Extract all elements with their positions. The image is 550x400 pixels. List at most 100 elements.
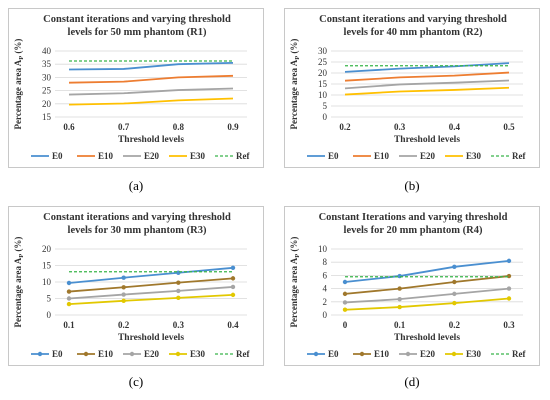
chart-panel-c: Constant iterations and varying threshol…	[8, 206, 264, 366]
data-point-e20	[230, 284, 236, 290]
x-axis-label: Threshold levels	[118, 333, 184, 343]
data-point-e10	[452, 279, 457, 285]
x-tick-label: 0.2	[339, 122, 351, 132]
legend-label-e10: E10	[98, 349, 114, 359]
data-point-e20	[121, 292, 126, 297]
series-line-e10	[68, 74, 234, 84]
data-point-e30	[506, 296, 512, 301]
y-axis-label-subscript: P	[18, 254, 25, 258]
series-line-e0	[68, 61, 234, 71]
y-axis-label: Percentage area AP (%)	[13, 39, 25, 130]
series-line-e10	[68, 277, 234, 293]
legend-marker-e0	[313, 351, 319, 357]
y-axis-label-suffix: (%)	[289, 237, 299, 254]
chart-title-line: Constant iterations and varying threshol…	[43, 212, 231, 223]
series-line-e10	[344, 275, 510, 295]
x-axis-label: Threshold levels	[394, 135, 460, 145]
y-tick-label: 10	[42, 277, 52, 287]
legend-label-e10: E10	[98, 151, 114, 161]
x-tick-label: 0	[343, 320, 348, 330]
y-axis-label-subscript: P	[18, 56, 25, 60]
data-point-e20	[397, 296, 402, 302]
legend-marker-e20	[129, 351, 135, 357]
y-axis-label-main: Percentage area A	[13, 59, 23, 129]
x-tick-label: 0.1	[63, 320, 75, 330]
data-point-e0	[506, 258, 512, 264]
data-point-e30	[342, 307, 348, 312]
series-line-e0	[344, 259, 510, 283]
data-point-e10	[66, 289, 72, 294]
x-tick-label: 0.6	[63, 122, 75, 132]
legend-label-e20: E20	[420, 151, 436, 161]
legend-label-e0: E0	[328, 151, 339, 161]
chart-title-line: Constant iterations and varying threshol…	[43, 14, 231, 25]
series-line-e20	[68, 87, 234, 96]
series-line-e30	[68, 97, 234, 106]
series-line-e20	[344, 79, 510, 90]
legend-label-ref: Ref	[512, 349, 526, 359]
legend-marker-e10	[359, 351, 365, 357]
data-point-e0	[452, 264, 457, 270]
x-tick-label: 0.7	[118, 122, 130, 132]
x-tick-label: 0.8	[173, 122, 185, 132]
legend-label-e30: E30	[466, 349, 482, 359]
y-axis-label-suffix: (%)	[13, 39, 23, 56]
y-tick-label: 0	[323, 112, 328, 122]
y-tick-label: 10	[318, 244, 328, 254]
data-point-e30	[230, 292, 236, 298]
data-point-e0	[397, 273, 402, 279]
legend-label-e10: E10	[374, 349, 390, 359]
legend-label-e30: E30	[466, 151, 482, 161]
y-tick-label: 20	[42, 99, 52, 109]
y-tick-label: 40	[42, 46, 52, 56]
data-point-e10	[176, 280, 181, 285]
legend-label-e30: E30	[190, 151, 206, 161]
chart-title-line: levels for 30 mm phantom (R3)	[68, 225, 207, 236]
y-tick-label: 0	[323, 310, 328, 320]
data-point-e30	[66, 301, 72, 307]
y-tick-label: 25	[42, 86, 52, 96]
series-line-e0	[68, 266, 234, 284]
x-axis-label: Threshold levels	[394, 333, 460, 343]
x-tick-label: 0.3	[394, 122, 406, 132]
legend-marker-e20	[405, 351, 411, 357]
y-tick-label: 20	[318, 68, 328, 78]
x-tick-label: 0.2	[118, 320, 130, 330]
legend-label-e20: E20	[144, 151, 160, 161]
y-axis-label-main: Percentage area A	[289, 59, 299, 129]
y-tick-label: 25	[318, 57, 328, 67]
legend-label-e0: E0	[328, 349, 339, 359]
chart-title-line: levels for 40 mm phantom (R2)	[344, 27, 483, 38]
panel-caption-c: (c)	[128, 374, 144, 389]
data-point-e0	[66, 280, 72, 286]
y-axis-label: Percentage area AP (%)	[13, 237, 25, 328]
x-axis-label: Threshold levels	[118, 135, 184, 145]
data-point-e20	[66, 296, 72, 301]
x-tick-label: 0.1	[394, 320, 406, 330]
y-tick-label: 30	[42, 72, 52, 82]
panel-caption-d: (d)	[404, 374, 420, 389]
data-point-e10	[230, 276, 236, 281]
y-tick-label: 30	[318, 46, 328, 56]
data-point-e10	[342, 291, 348, 297]
data-point-e0	[121, 275, 126, 280]
y-tick-label: 10	[318, 90, 328, 100]
chart-a: Constant iterations and varying threshol…	[13, 14, 250, 161]
chart-panel-a: Constant iterations and varying threshol…	[8, 8, 264, 168]
chart-d: Constant Iterations and varying threshol…	[289, 212, 526, 359]
chart-title-line: levels for 20 mm phantom (R4)	[344, 225, 483, 236]
panel-caption-b: (b)	[404, 178, 420, 193]
series-line-e20	[68, 286, 234, 300]
data-point-e20	[342, 300, 348, 305]
y-tick-label: 15	[42, 261, 52, 271]
series-line-e30	[68, 293, 234, 306]
legend-label-e0: E0	[52, 349, 63, 359]
data-point-e20	[506, 286, 512, 291]
y-axis-label-main: Percentage area A	[289, 257, 299, 327]
data-point-e20	[176, 288, 181, 294]
chart-title-line: Constant Iterations and varying threshol…	[319, 212, 508, 223]
y-axis-label-suffix: (%)	[13, 237, 23, 254]
legend-label-ref: Ref	[512, 151, 526, 161]
y-tick-label: 20	[42, 244, 52, 254]
x-tick-label: 0.9	[227, 122, 239, 132]
